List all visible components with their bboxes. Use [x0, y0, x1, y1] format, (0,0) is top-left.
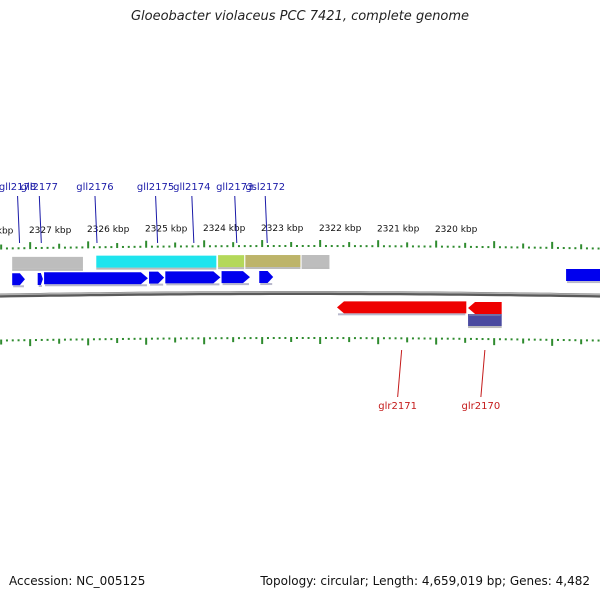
callout-line-gll2175: [155, 195, 159, 244]
gene-gll2176: [44, 272, 148, 287]
gene-glr2171: [336, 301, 467, 316]
scale-label: 2322 kbp: [319, 224, 362, 234]
gene-glr2170: [468, 302, 502, 317]
gene-label-gll2174: gll2174: [173, 182, 210, 193]
gene-partial: [566, 269, 600, 284]
feature-bar-body: [468, 314, 502, 327]
gene-gll2175: [149, 271, 165, 286]
accession-text: Accession: NC_005125: [9, 574, 146, 588]
feature-bar-shadow: [218, 267, 245, 270]
feature-bar-body: [12, 256, 83, 269]
gene-label-glr2171: glr2171: [378, 401, 417, 412]
scale-label: 2323 kbp: [261, 224, 304, 234]
gene-gll2174-body: [165, 271, 221, 284]
feature-bar-shadow: [301, 267, 330, 270]
backbone-line: [0, 291, 600, 298]
gene-gll2177: [37, 272, 43, 287]
feature-bar: [468, 314, 502, 329]
feature-bar: [218, 255, 245, 270]
gene-label-gll2175: gll2175: [137, 182, 174, 193]
top-tick-track: [0, 240, 600, 250]
backbone-highlight: [0, 291, 600, 296]
scale-label: 2325 kbp: [145, 225, 188, 235]
map-title: Gloeobacter violaceus PCC 7421, complete…: [130, 9, 470, 24]
bottom-tick-track: [0, 337, 600, 347]
feature-bar: [12, 256, 83, 271]
feature-bar-body: [301, 255, 330, 268]
callout-line-gll2177: [38, 195, 42, 244]
scale-label: 2324 kbp: [203, 224, 246, 234]
gene-label-gll2178: gll2178: [0, 182, 36, 193]
gene-glr2170-shadow: [469, 314, 501, 317]
gene-gll2175-body: [149, 271, 165, 284]
gene-label-gll2173: gll2173: [216, 182, 253, 193]
feature-bar: [245, 255, 301, 270]
gene-gll2176-shadow: [45, 284, 147, 287]
scale-label: 2326 kbp: [87, 225, 130, 235]
feature-bar-shadow: [245, 267, 301, 270]
feature-bar: [301, 255, 330, 270]
gene-gll2175-shadow: [150, 283, 164, 286]
genome-backbone: [0, 291, 600, 298]
scale-label: 2328 kbp: [0, 227, 14, 237]
gene-gll2178: [12, 273, 25, 288]
feature-bar-shadow: [12, 268, 83, 271]
gene-gll2173: [221, 271, 250, 286]
callout-line-gll2176: [94, 195, 98, 244]
gene-gll2173-body: [221, 271, 250, 284]
callout-line-glr2170: [480, 349, 486, 398]
feature-bar-shadow: [468, 326, 502, 329]
callout-line-gsl2172: [264, 195, 268, 244]
gene-label-gll2177: gll2177: [21, 182, 58, 193]
gene-gll2176-body: [44, 272, 148, 285]
gene-gsl2172: [259, 271, 274, 286]
gene-gll2174: [165, 271, 221, 286]
scale-label: 2327 kbp: [29, 226, 72, 236]
gene-track: [12, 269, 600, 317]
callout-line-glr2171: [397, 349, 403, 398]
gene-gll2178-shadow: [13, 285, 24, 288]
gene-glr2170-body: [468, 302, 502, 315]
gene-gll2177-shadow: [38, 284, 42, 287]
scale-label: 2320 kbp: [435, 225, 478, 235]
gene-glr2171-body: [336, 301, 467, 314]
gene-gll2177-body: [37, 272, 43, 285]
gene-partial-body: [566, 269, 600, 282]
callout-line-gll2173: [234, 195, 238, 244]
gene-glr2171-shadow: [337, 313, 466, 316]
feature-bar-body: [96, 255, 217, 268]
feature-bar-body: [245, 255, 301, 268]
callout-line-gll2178: [17, 195, 21, 244]
gene-partial-shadow: [567, 281, 600, 284]
feature-bar-shadow: [96, 267, 217, 270]
callout-line-gll2174: [191, 195, 195, 244]
gene-gsl2172-body: [259, 271, 274, 284]
feature-bar: [96, 255, 217, 270]
gene-label-gsl2172: gsl2172: [245, 182, 285, 193]
feature-track: [12, 255, 502, 329]
gene-gll2174-shadow: [166, 283, 220, 286]
gene-label-gll2176: gll2176: [76, 182, 113, 193]
genome-summary-text: Topology: circular; Length: 4,659,019 bp…: [260, 574, 590, 588]
gene-gll2178-body: [12, 273, 25, 286]
scale-labels: 2328 kbp 2327 kbp 2326 kbp 2325 kbp 2324 kbp…: [0, 224, 478, 237]
gene-gsl2172-shadow: [260, 283, 273, 286]
gene-label-glr2170: glr2170: [462, 401, 501, 412]
gene-gll2173-shadow: [222, 283, 249, 286]
feature-bar-body: [218, 255, 245, 268]
scale-label: 2321 kbp: [377, 224, 420, 234]
